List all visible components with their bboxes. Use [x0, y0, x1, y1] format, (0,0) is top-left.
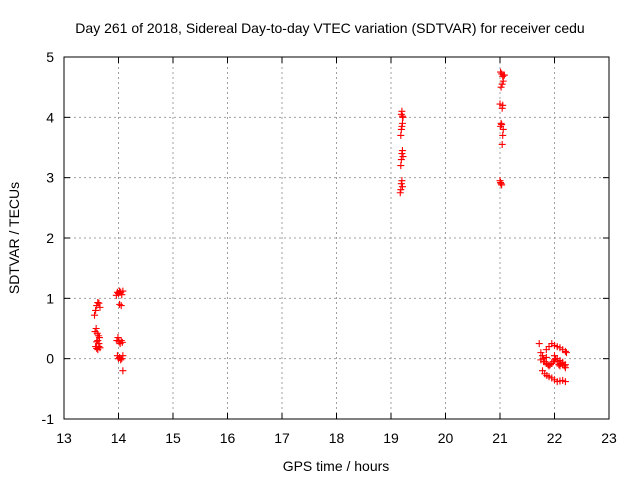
x-tick-label: 22: [547, 430, 563, 446]
data-point: [398, 183, 406, 191]
data-point: [114, 334, 122, 342]
data-point: [397, 186, 405, 194]
data-point: [537, 349, 545, 357]
y-tick-label: 5: [46, 49, 54, 65]
data-point: [561, 361, 569, 369]
y-tick-label: 0: [46, 351, 54, 367]
y-tick-label: -1: [42, 411, 55, 427]
x-tick-label: 17: [274, 430, 290, 446]
x-tick-label: 23: [601, 430, 617, 446]
data-point: [398, 147, 406, 155]
data-point: [398, 177, 406, 185]
data-point: [398, 112, 406, 120]
data-point: [498, 80, 506, 88]
data-point: [399, 153, 407, 161]
data-point: [561, 378, 569, 386]
grid: [64, 57, 609, 419]
data-point: [116, 300, 124, 308]
x-tick-label: 20: [438, 430, 454, 446]
data-point: [499, 72, 507, 80]
data-point: [499, 131, 507, 139]
data-point: [539, 352, 547, 360]
data-point: [540, 358, 548, 366]
data-point: [498, 121, 506, 129]
data-point: [498, 140, 506, 148]
data-point: [94, 299, 102, 307]
data-point: [561, 347, 569, 355]
data-point: [96, 344, 104, 352]
data-point: [497, 83, 505, 91]
data-point: [118, 291, 126, 299]
x-tick-label: 16: [220, 430, 236, 446]
data-point: [94, 337, 102, 345]
data-point: [117, 356, 125, 364]
x-tick-label: 13: [56, 430, 72, 446]
data-point: [118, 355, 126, 363]
x-tick-label: 18: [329, 430, 345, 446]
data-point: [535, 340, 543, 348]
y-axis-tick-labels: -1 0 1 2 3 4 5: [42, 49, 55, 427]
data-point: [92, 325, 100, 332]
data-point: [119, 367, 127, 375]
data-point: [498, 181, 506, 189]
x-tick-label: 21: [492, 430, 508, 446]
data-point: [397, 131, 405, 139]
data-point: [95, 299, 103, 307]
data-point: [397, 156, 405, 164]
data-point: [397, 162, 405, 170]
data-point: [542, 353, 550, 361]
chart-title: Day 261 of 2018, Sidereal Day-to-day VTE…: [75, 20, 584, 36]
data-point: [119, 287, 127, 295]
data-points: [91, 68, 570, 386]
data-point: [95, 334, 103, 342]
y-axis-label: SDTVAR / TECUs: [6, 182, 22, 294]
y-tick-label: 4: [46, 109, 54, 125]
y-tick-label: 3: [46, 170, 54, 186]
y-tick-label: 1: [46, 290, 54, 306]
data-point: [92, 306, 100, 314]
data-point: [398, 119, 406, 127]
data-point: [500, 71, 508, 79]
data-point: [562, 349, 570, 357]
data-point: [95, 343, 103, 351]
data-point: [117, 302, 125, 310]
data-point: [546, 361, 554, 369]
data-point: [119, 352, 127, 360]
x-tick-label: 14: [111, 430, 127, 446]
x-axis-label: GPS time / hours: [283, 458, 390, 474]
data-point: [96, 303, 104, 311]
data-point: [91, 311, 99, 319]
x-tick-label: 15: [165, 430, 181, 446]
x-axis-tick-labels: 13 14 15 16 17 18 19 20 21 22 23: [56, 430, 617, 446]
data-point: [496, 100, 504, 108]
axis-ticks: [63, 56, 610, 420]
x-tick-label: 19: [383, 430, 399, 446]
y-tick-label: 2: [46, 230, 54, 246]
data-point: [118, 338, 126, 346]
